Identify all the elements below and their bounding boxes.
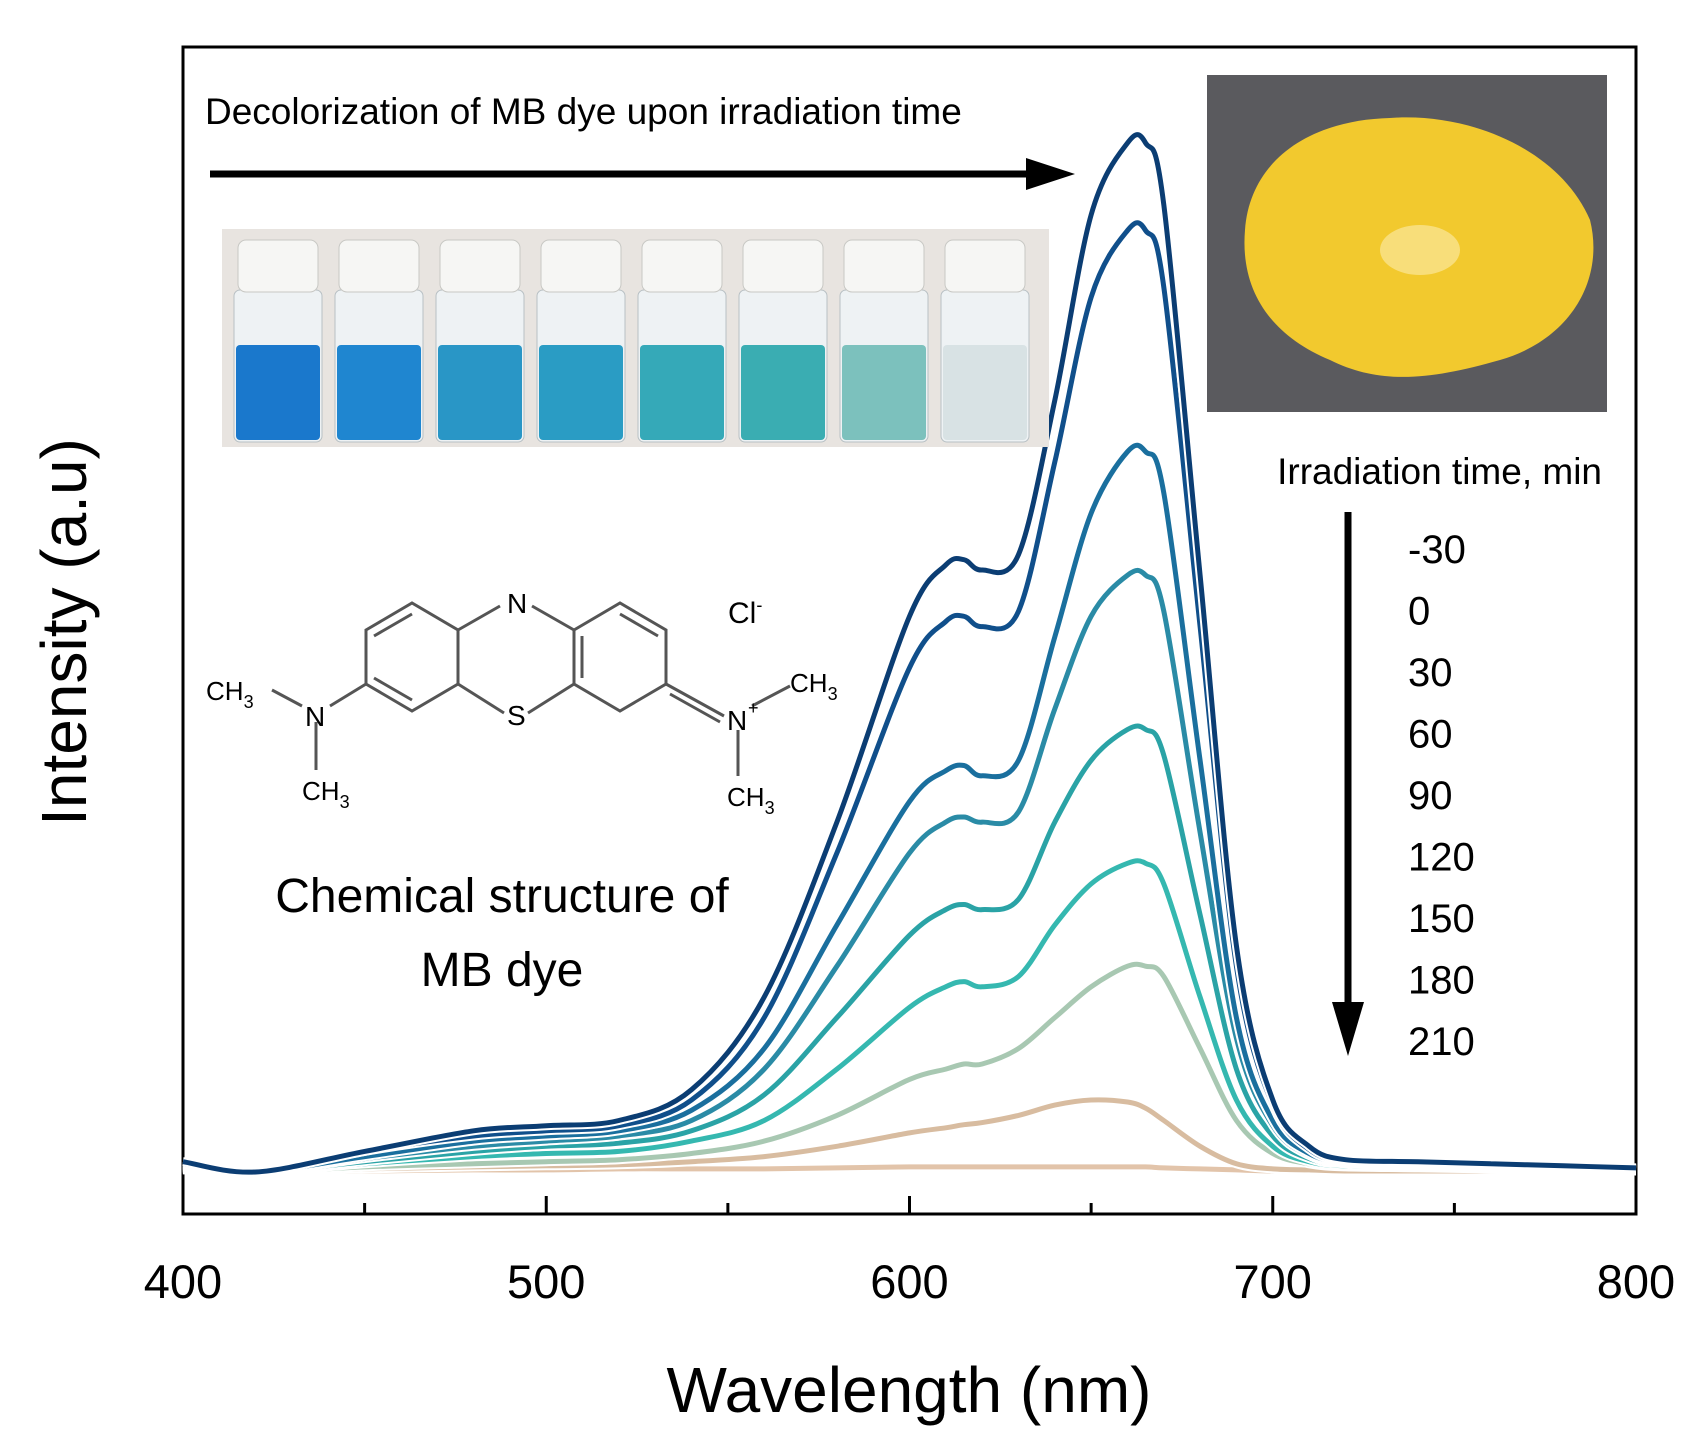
vial-cap [843,239,925,293]
vial-liquid [842,345,926,440]
atom-n-top: N [507,588,527,619]
x-tick-label: 600 [870,1255,948,1308]
series-line--30 [182,132,1637,1175]
powder-highlight [1380,225,1460,275]
vial-liquid [943,345,1027,440]
vial-liquid [741,345,825,440]
mb-chemical-structure [271,601,791,776]
x-tick-label: 700 [1234,1255,1312,1308]
vial-cap [944,239,1026,293]
legend-title: Irradiation time, min [1277,451,1602,492]
methyl-right-bottom: CH3 [727,782,775,818]
vial-liquid [539,345,623,440]
atom-s: S [507,700,526,731]
methyl-left-top: CH3 [206,676,254,712]
decolorization-label: Decolorization of MB dye upon irradiatio… [205,91,962,132]
atom-n-plus: + [748,698,759,718]
legend-entry-label: 0 [1408,590,1430,634]
vial-cap [540,239,622,293]
vial-liquid [438,345,522,440]
powder-pile [1244,117,1594,377]
methyl-right-top: CH3 [790,668,838,704]
x-axis-ticks: 400 500 600 700 800 [144,1196,1675,1308]
vial-cap [641,239,723,293]
legend-entry-label: 180 [1408,959,1475,1003]
structure-caption-line1: Chemical structure of [275,870,729,923]
structure-caption-line2: MB dye [421,944,584,997]
vial-liquid [236,345,320,440]
legend-entry-label: -30 [1408,528,1466,572]
y-axis-label: Intensity (a.u) [28,438,100,826]
x-tick-label: 500 [507,1255,585,1308]
powder-photo [1207,75,1607,412]
x-axis-label: Wavelength (nm) [667,1354,1152,1426]
legend-arrow-head [1332,1002,1364,1056]
decolorization-arrow-head [1026,158,1075,190]
x-tick-label: 800 [1597,1255,1675,1308]
spectra-curves [182,130,1637,1177]
vial-cap [338,239,420,293]
vial-cap [742,239,824,293]
structure-atom-labels: N S N N + Cl- CH3 CH3 CH3 CH3 [206,588,838,818]
legend-entry-label: 150 [1408,897,1475,941]
vial-liquid [640,345,724,440]
vial-liquid [337,345,421,440]
vial-cap [439,239,521,293]
legend-entries: -30 0 30 60 90 120 150 180 210 [1408,528,1475,1064]
legend-entry-label: 210 [1408,1020,1475,1064]
atom-n-right: N [727,705,747,736]
legend-entry-label: 30 [1408,651,1453,695]
legend-entry-label: 120 [1408,836,1475,880]
methyl-left-bottom: CH3 [302,776,350,812]
atom-n-left: N [305,701,325,732]
legend-entry-label: 60 [1408,713,1453,757]
vials-photo [222,229,1049,447]
chloride-label: Cl- [728,595,762,630]
x-tick-label: 400 [144,1255,222,1308]
legend-entry-label: 90 [1408,774,1453,818]
vial-cap [237,239,319,293]
